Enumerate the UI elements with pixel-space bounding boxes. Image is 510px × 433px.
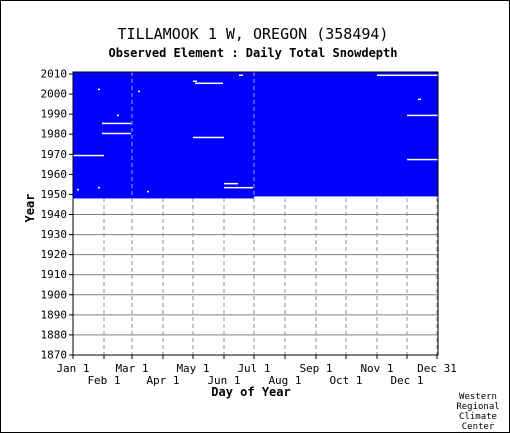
y-axis-label: Year xyxy=(23,194,37,223)
x-tick-label-305: Nov 1 xyxy=(360,362,393,375)
missing-segment-1953-26 xyxy=(98,186,100,189)
missing-segment-2006-121 xyxy=(193,80,197,83)
data-block xyxy=(73,72,438,199)
missing-segment-1951-75 xyxy=(147,190,149,193)
plot-area xyxy=(72,72,438,356)
x-tick-label-91: Apr 1 xyxy=(146,374,179,387)
missing-segment-2002-26 xyxy=(98,88,100,91)
x-tick-label-335: Dec 1 xyxy=(390,374,423,387)
y-tick-label-1960: 1960 xyxy=(41,168,68,181)
missing-segment-1952-5 xyxy=(77,188,79,191)
missing-segment-1953-152 xyxy=(224,186,253,189)
x-tick-label-365: Dec 31 xyxy=(417,362,457,375)
station-title: TILLAMOOK 1 W, OREGON (358494) xyxy=(118,25,389,43)
missing-segment-1955-152 xyxy=(224,182,238,185)
x-tick-label-60: Mar 1 xyxy=(115,362,148,375)
missing-segment-1978-121 xyxy=(193,136,224,139)
x-tick-label-213: Aug 1 xyxy=(268,374,301,387)
y-tick-label-1890: 1890 xyxy=(41,308,68,321)
missing-segment-2005-123 xyxy=(195,82,223,85)
y-tick-label-1920: 1920 xyxy=(41,248,68,261)
plot-border xyxy=(72,71,439,356)
x-tick-label-244: Sep 1 xyxy=(299,362,332,375)
y-tick-label-1930: 1930 xyxy=(41,228,68,241)
y-tick-label-1910: 1910 xyxy=(41,268,68,281)
credit-line-2: Regional xyxy=(456,402,499,412)
y-tick-label-1970: 1970 xyxy=(41,148,68,161)
y-tick-label-1880: 1880 xyxy=(41,328,68,341)
credit-line-4: Center xyxy=(462,422,495,432)
x-tick-label-182: Jul 1 xyxy=(237,362,270,375)
x-axis-label: Day of Year xyxy=(211,385,290,399)
missing-segment-1989-335 xyxy=(407,114,438,117)
missing-segment-1985-30 xyxy=(102,122,131,125)
axes: 1870 1880 1890 1900 1910 1920 1930 1940 1950 1960… xyxy=(41,68,457,387)
missing-segment-2001-66 xyxy=(138,90,140,93)
x-tick-label-152: Jun 1 xyxy=(207,374,240,387)
y-tick-label-2010: 2010 xyxy=(41,68,68,81)
x-tick-label-32: Feb 1 xyxy=(87,374,120,387)
missing-segment-1980-30 xyxy=(102,132,131,135)
missing-segment-1967-335 xyxy=(407,158,438,161)
missing-segment-1969-1 xyxy=(73,154,104,157)
missing-segment-2009-305 xyxy=(377,74,438,77)
y-tick-label-2000: 2000 xyxy=(41,88,68,101)
y-tick-label-1980: 1980 xyxy=(41,128,68,141)
y-tick-label-1990: 1990 xyxy=(41,108,68,121)
credit-line-3: Climate xyxy=(459,412,497,422)
missing-segment-2009-167 xyxy=(239,74,243,77)
x-tick-label-1: Jan 1 xyxy=(56,362,89,375)
y-tick-label-1900: 1900 xyxy=(41,288,68,301)
y-tick-label-1950: 1950 xyxy=(41,188,68,201)
chart-subtitle: Observed Element : Daily Total Snowdepth xyxy=(109,46,398,60)
y-tick-label-1870: 1870 xyxy=(41,349,68,362)
x-tick-label-121: May 1 xyxy=(176,362,209,375)
credit-line-1: Western xyxy=(459,392,497,402)
partial-year-1948 xyxy=(254,196,438,199)
y-tick-label-1940: 1940 xyxy=(41,208,68,221)
x-tick-label-274: Oct 1 xyxy=(329,374,362,387)
wrcc-credit: Western Regional Climate Center xyxy=(456,392,499,432)
missing-segment-1997-346 xyxy=(418,98,421,101)
missing-segment-1989-45 xyxy=(117,114,119,117)
